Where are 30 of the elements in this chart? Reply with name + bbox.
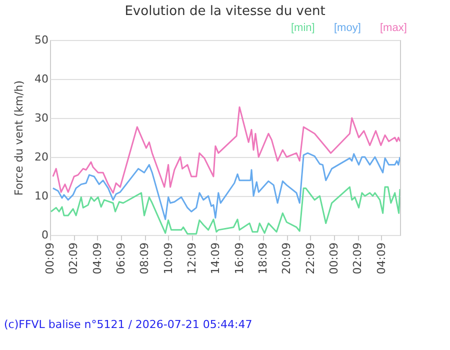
x-tick-label: 02:09 — [67, 242, 80, 274]
y-tick-label: 50 — [34, 34, 48, 46]
text: [moy] — [334, 22, 361, 34]
y-axis-title: Force du vent (km/h) — [12, 80, 26, 196]
x-tick-label: 02:09 — [351, 242, 364, 274]
x-tick-label: 04:09 — [374, 242, 388, 274]
y-tick-label: 30 — [34, 112, 48, 124]
x-tick-label: 00:09 — [44, 242, 56, 274]
x-tick-label: 08:09 — [138, 242, 152, 274]
x-tick-label: 12:09 — [185, 242, 198, 274]
x-tick-label: 18:09 — [256, 242, 270, 274]
x-tick-label: 06:09 — [114, 242, 128, 274]
chart-title: Evolution de la vitesse du vent — [124, 4, 326, 19]
y-tick-label: 10 — [34, 190, 48, 202]
text: [max] — [380, 22, 407, 34]
x-tick-label: 22:09 — [304, 242, 317, 274]
x-tick-label: 00:09 — [327, 242, 340, 274]
x-tick-label: 16:09 — [232, 242, 246, 274]
x-tick-label: 04:09 — [90, 242, 104, 274]
y-tick-label: 0 — [42, 228, 48, 242]
y-tick-label: 40 — [34, 72, 48, 86]
line-series — [52, 106, 400, 194]
line-series — [50, 186, 400, 235]
y-tick-label: 20 — [34, 150, 48, 164]
x-tick-label: 20:09 — [280, 242, 294, 274]
text: (c)FFVL balise n°5121 / 2026-07-21 05:44:47 — [4, 318, 252, 331]
text: [min] — [291, 22, 315, 34]
x-tick-label: 10:09 — [162, 242, 175, 274]
x-tick-label: 14:09 — [209, 242, 222, 274]
line-series — [52, 152, 400, 220]
